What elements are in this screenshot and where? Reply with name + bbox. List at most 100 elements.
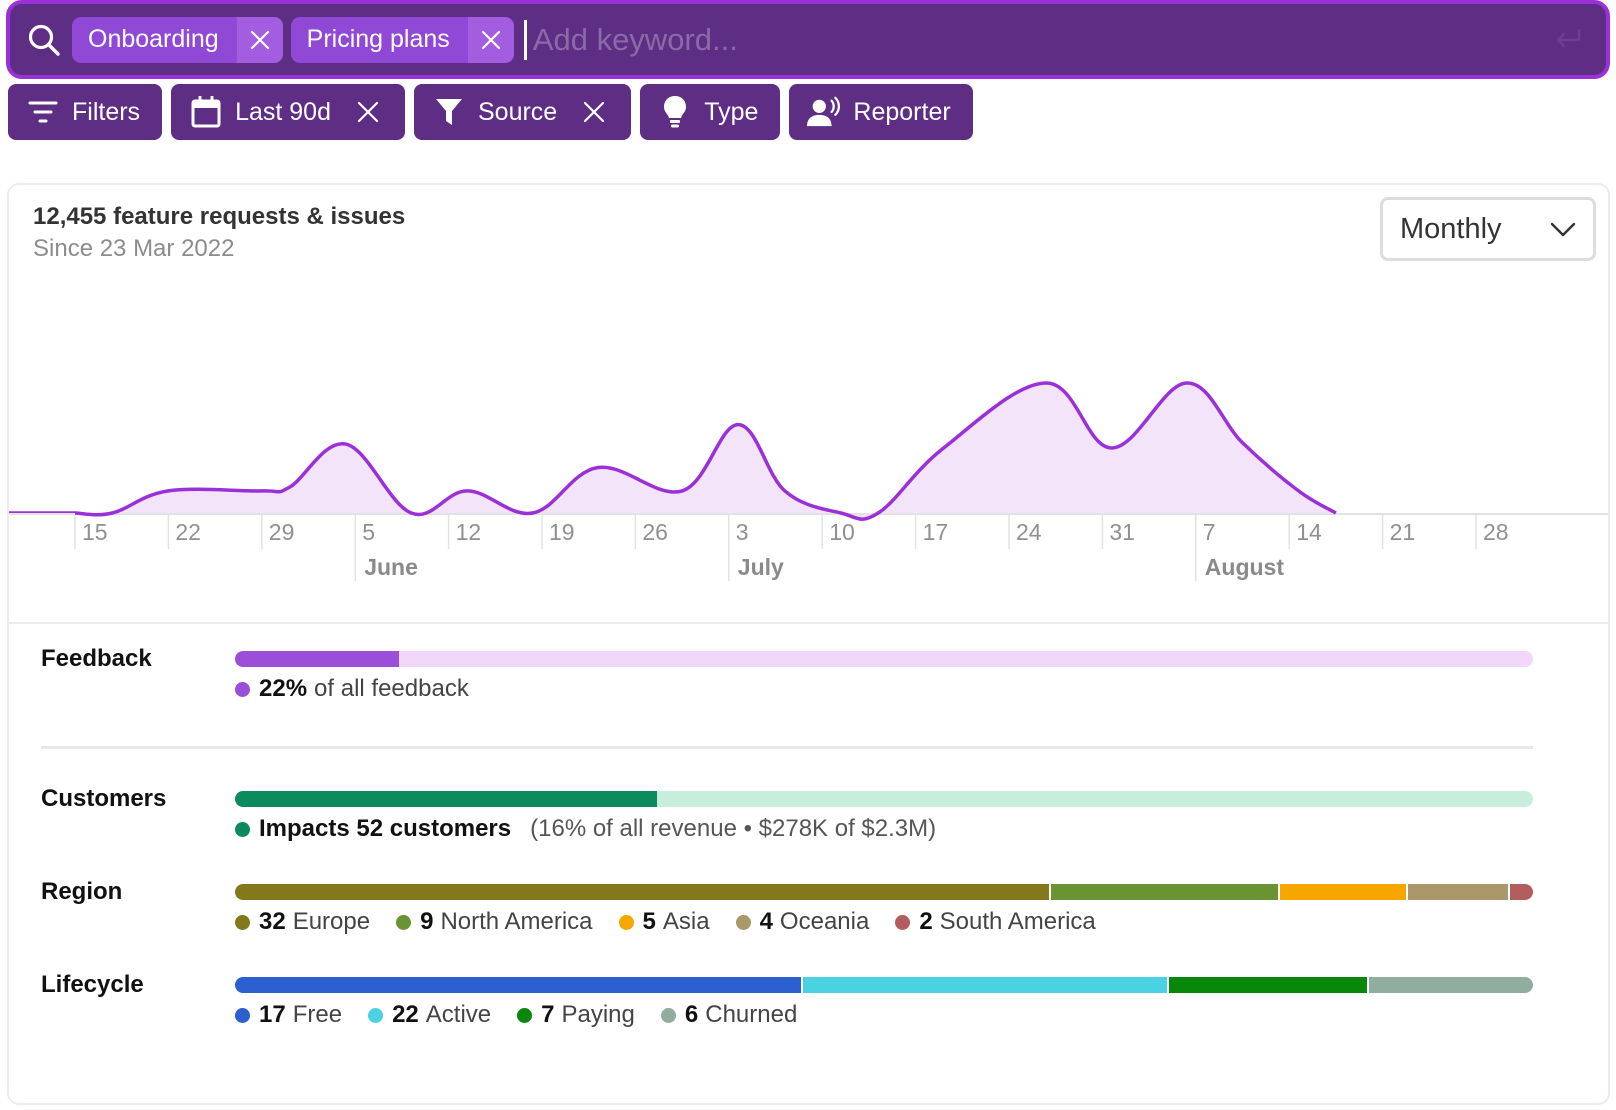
region-segment bbox=[1278, 884, 1406, 900]
type-filter-label: Type bbox=[704, 97, 759, 126]
lifecycle-bar bbox=[235, 977, 1533, 993]
legend-name: Asia bbox=[662, 908, 710, 935]
region-segment bbox=[1049, 884, 1279, 900]
reporter-filter[interactable]: Reporter bbox=[789, 84, 973, 140]
legend-name: South America bbox=[939, 908, 1096, 935]
x-month-label: June bbox=[364, 554, 418, 580]
series-area bbox=[75, 382, 1336, 520]
keyword-chip-pricing-plans: Pricing plans bbox=[290, 16, 514, 63]
legend-dot bbox=[660, 1007, 676, 1023]
lifecycle-legend: 17 Free 22 Active 7 Paying 6 Churned bbox=[235, 1001, 823, 1029]
x-tick-label: 26 bbox=[642, 519, 668, 545]
x-tick-label: 22 bbox=[175, 519, 201, 545]
x-month-label: August bbox=[1205, 554, 1285, 580]
customers-bar-fill bbox=[235, 791, 657, 807]
close-icon[interactable] bbox=[353, 97, 383, 127]
source-filter[interactable]: Source bbox=[413, 84, 632, 140]
legend-dot bbox=[235, 1007, 250, 1023]
remove-chip-button[interactable] bbox=[236, 16, 283, 63]
type-filter[interactable]: Type bbox=[640, 84, 781, 140]
x-tick-label: 17 bbox=[923, 519, 949, 545]
region-legend-item: 4 Oceania bbox=[735, 908, 870, 936]
lifecycle-legend-item: 17 Free bbox=[235, 1001, 342, 1029]
region-segment bbox=[1507, 884, 1533, 900]
customers-legend: Impacts 52 customers (16% of all revenue… bbox=[235, 815, 936, 843]
customers-label: Customers bbox=[41, 785, 167, 812]
legend-dot bbox=[396, 914, 412, 930]
legend-count: 9 bbox=[420, 908, 434, 935]
legend-count: 6 bbox=[684, 1001, 699, 1028]
period-select-value: Monthly bbox=[1400, 212, 1502, 245]
summary-card: 12,455 feature requests & issues Since 2… bbox=[7, 183, 1610, 1105]
region-legend: 32 Europe 9 North America 5 Asia 4 Oceania 2 Sout… bbox=[235, 908, 1122, 936]
card-subtitle: Since 23 Mar 2022 bbox=[33, 235, 235, 262]
funnel-icon bbox=[432, 95, 466, 129]
x-tick-label: 31 bbox=[1109, 519, 1135, 545]
region-legend-item: 5 Asia bbox=[618, 908, 710, 936]
source-filter-label: Source bbox=[477, 97, 558, 126]
feedback-label: Feedback bbox=[41, 645, 152, 672]
region-segment bbox=[1405, 884, 1508, 900]
region-legend-item: 9 North America bbox=[396, 908, 593, 936]
lifecycle-segment bbox=[1366, 977, 1533, 993]
filters-button-label: Filters bbox=[72, 97, 141, 126]
chevron-down-icon bbox=[1550, 222, 1576, 237]
x-tick-label: 12 bbox=[456, 519, 482, 545]
region-segment bbox=[235, 884, 1050, 900]
x-tick-label: 29 bbox=[269, 519, 295, 545]
x-tick-label: 21 bbox=[1390, 519, 1416, 545]
region-legend-item: 2 South America bbox=[895, 908, 1096, 936]
keyword-chip-onboarding: Onboarding bbox=[72, 16, 283, 63]
legend-name: Oceania bbox=[779, 908, 870, 935]
region-legend-item: 32 Europe bbox=[235, 908, 370, 936]
lifecycle-label: Lifecycle bbox=[41, 971, 144, 998]
legend-name: Europe bbox=[292, 908, 371, 935]
x-tick-label: 28 bbox=[1483, 519, 1509, 545]
date-range-label: Last 90d bbox=[235, 97, 331, 126]
x-tick-label: 7 bbox=[1203, 519, 1216, 545]
legend-dot bbox=[235, 821, 250, 837]
remove-chip-button[interactable] bbox=[467, 16, 514, 63]
legend-name: North America bbox=[440, 908, 593, 935]
x-tick-label: 5 bbox=[362, 519, 375, 545]
legend-dot bbox=[235, 681, 250, 697]
close-icon bbox=[250, 30, 269, 49]
feedback-bar bbox=[235, 651, 1533, 667]
close-icon[interactable] bbox=[579, 97, 609, 127]
date-range-filter[interactable]: Last 90d bbox=[171, 84, 405, 140]
lightbulb-icon bbox=[658, 95, 692, 129]
series-line bbox=[74, 381, 1337, 521]
x-month-label: July bbox=[738, 554, 784, 580]
filters-button[interactable]: Filters bbox=[8, 84, 163, 140]
reporter-icon bbox=[807, 95, 841, 129]
legend-name: Churned bbox=[705, 1001, 798, 1028]
legend-dot bbox=[735, 914, 751, 930]
trend-chart: 15 22 29 5 12 19 26 3 10 17 24 31 7 14 21 28 June July Aug… bbox=[9, 381, 1608, 581]
legend-count: 32 bbox=[259, 908, 286, 935]
search-icon bbox=[26, 22, 62, 58]
customers-detail: (16% of all revenue • $278K of $2.3M) bbox=[530, 815, 937, 842]
x-tick-label: 3 bbox=[736, 519, 749, 545]
enter-icon[interactable] bbox=[1548, 20, 1588, 60]
legend-dot bbox=[235, 914, 250, 930]
keyword-input[interactable] bbox=[532, 14, 1548, 65]
legend-name: Free bbox=[292, 1001, 343, 1028]
close-icon bbox=[481, 30, 500, 49]
legend-count: 4 bbox=[759, 908, 773, 935]
filter-lines-icon bbox=[26, 95, 60, 129]
legend-dot bbox=[517, 1007, 533, 1023]
legend-name: Active bbox=[425, 1001, 492, 1028]
legend-dot bbox=[618, 914, 634, 930]
period-select[interactable]: Monthly bbox=[1380, 197, 1596, 261]
divider bbox=[41, 746, 1533, 749]
legend-count: 22 bbox=[392, 1001, 419, 1028]
divider bbox=[9, 622, 1608, 624]
reporter-filter-label: Reporter bbox=[853, 97, 951, 126]
chip-label: Pricing plans bbox=[306, 25, 450, 53]
lifecycle-segment bbox=[235, 977, 801, 993]
legend-count: 17 bbox=[259, 1001, 286, 1028]
x-tick-label: 14 bbox=[1296, 519, 1322, 545]
search-bar[interactable]: Onboarding Pricing plans bbox=[6, 0, 1610, 79]
filter-toolbar: Filters Last 90d Source Type Reporter bbox=[8, 84, 982, 140]
calendar-icon bbox=[189, 95, 223, 129]
